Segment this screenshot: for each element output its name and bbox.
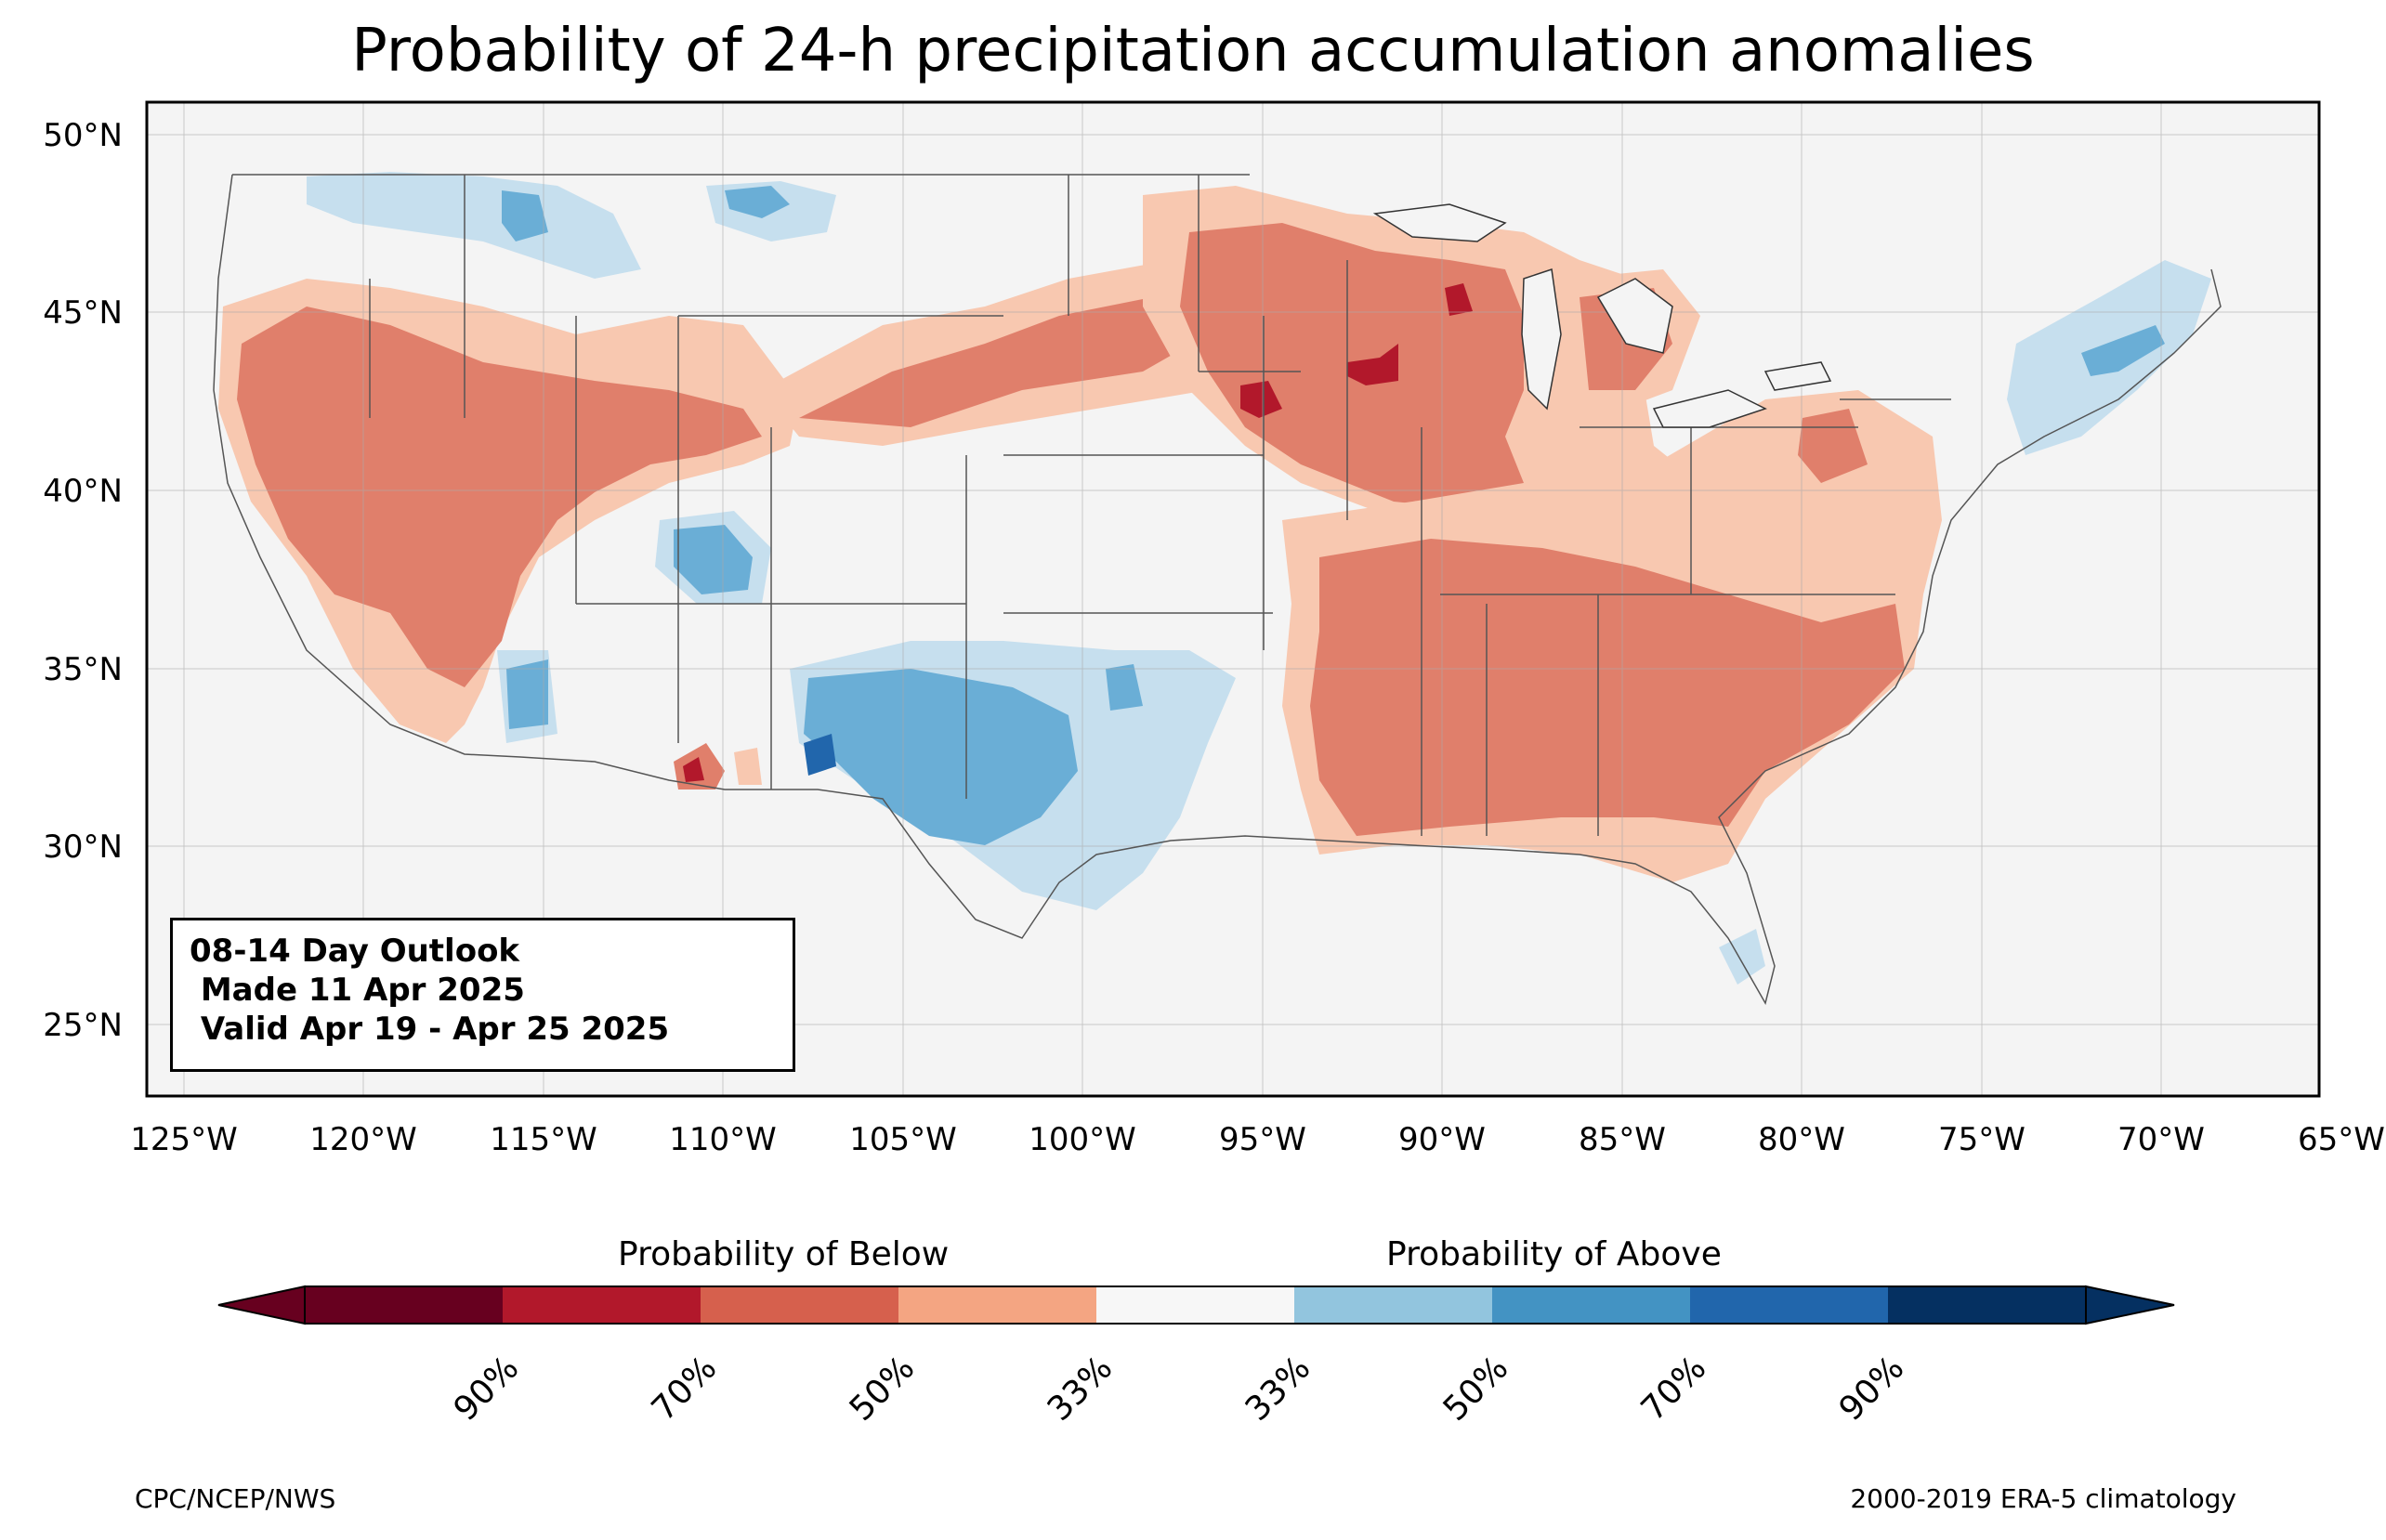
outlook-line-2: Made 11 Apr 2025 <box>190 972 525 1009</box>
lat-axis: 50°N 45°N 40°N 35°N 30°N 25°N <box>43 117 123 1044</box>
lat-label-50: 50°N <box>43 117 123 154</box>
outlook-line-1: 08-14 Day Outlook <box>190 933 520 970</box>
cb-tick-6: 70% <box>1634 1349 1714 1429</box>
wisconsin-below-70-area <box>1347 344 1398 385</box>
colorbar-below-title: Probability of Below <box>618 1235 950 1273</box>
lon-label-125: 125°W <box>130 1121 238 1158</box>
state-borders <box>213 174 2222 1005</box>
colorbar-ticks: 90% 70% 50% 33% 33% 50% 70% 90% <box>447 1349 1912 1429</box>
lat-label-35: 35°N <box>43 651 123 688</box>
colorbar-seg-7 <box>1690 1286 1888 1324</box>
footer-source: CPC/NCEP/NWS <box>135 1483 336 1514</box>
cb-tick-4: 33% <box>1239 1349 1318 1429</box>
anomaly-contours <box>218 172 2211 985</box>
colorbar-extend-left <box>217 1285 306 1325</box>
montana-above-50-area <box>725 186 790 218</box>
northeast-above-50-area <box>2081 325 2165 376</box>
cb-tick-1: 70% <box>645 1349 725 1429</box>
outlook-info-box: 08-14 Day Outlook Made 11 Apr 2025 Valid… <box>170 918 795 1072</box>
map-frame <box>145 100 2321 1098</box>
texas-above-50-area <box>804 669 1078 845</box>
oklahoma-above-50-area <box>1106 664 1143 711</box>
southeast-below-50-area <box>1310 539 1905 836</box>
lon-axis: 125°W 120°W 115°W 110°W 105°W 100°W 95°W… <box>130 1121 2385 1158</box>
utah-above-50-area <box>674 525 753 594</box>
colorbar-seg-5 <box>1294 1286 1492 1324</box>
lon-label-75: 75°W <box>1938 1121 2025 1158</box>
northwest-above-33-area <box>307 172 641 279</box>
west-below-50-area <box>237 307 762 687</box>
az-below-70-area <box>683 757 704 782</box>
lon-label-105: 105°W <box>849 1121 957 1158</box>
lon-label-120: 120°W <box>309 1121 417 1158</box>
colorbar-frame <box>304 1286 2087 1325</box>
lon-label-80: 80°W <box>1758 1121 1845 1158</box>
cb-tick-0: 90% <box>447 1349 527 1429</box>
colorbar: 90% 70% 50% 33% 33% 50% 70% 90% <box>217 1285 2175 1429</box>
colorbar-seg-4 <box>1096 1286 1294 1324</box>
colorbar-seg-6 <box>1492 1286 1690 1324</box>
lon-label-95: 95°W <box>1219 1121 1306 1158</box>
nevada-above-50-area <box>506 659 548 729</box>
texas-above-70-area <box>804 734 836 776</box>
colorbar-extend-right <box>2085 1285 2175 1325</box>
nm-below-33-area <box>734 748 762 785</box>
lon-label-110: 110°W <box>669 1121 777 1158</box>
lon-label-85: 85°W <box>1579 1121 1666 1158</box>
cb-tick-3: 33% <box>1041 1349 1121 1429</box>
lat-label-40: 40°N <box>43 473 123 510</box>
colorbar-seg-1 <box>503 1286 701 1324</box>
great-lakes <box>1372 203 1832 428</box>
cb-tick-2: 50% <box>843 1349 923 1429</box>
minn-below-70-area <box>1445 283 1473 316</box>
lat-label-45: 45°N <box>43 294 123 332</box>
plains-below-50-area <box>799 279 1208 427</box>
lon-label-100: 100°W <box>1029 1121 1136 1158</box>
cb-tick-5: 50% <box>1436 1349 1516 1429</box>
lat-label-25: 25°N <box>43 1007 123 1044</box>
lon-label-65: 65°W <box>2298 1121 2385 1158</box>
lon-label-70: 70°W <box>2117 1121 2205 1158</box>
colorbar-seg-8 <box>1888 1286 2086 1324</box>
cb-tick-7: 90% <box>1832 1349 1912 1429</box>
outlook-line-3: Valid Apr 19 - Apr 25 2025 <box>190 1011 670 1048</box>
colorbar-seg-2 <box>701 1286 898 1324</box>
lat-label-30: 30°N <box>43 829 123 866</box>
colorbar-seg-3 <box>898 1286 1096 1324</box>
lon-label-115: 115°W <box>490 1121 597 1158</box>
iowa-below-70-area <box>1240 381 1282 418</box>
lon-label-90: 90°W <box>1398 1121 1486 1158</box>
idaho-above-50-area <box>502 190 548 241</box>
colorbar-seg-0 <box>305 1286 503 1324</box>
colorbar-above-title: Probability of Above <box>1386 1235 1722 1273</box>
footer-climatology: 2000-2019 ERA-5 climatology <box>1850 1483 2236 1514</box>
chart-title: Probability of 24-h precipitation accumu… <box>351 17 2035 85</box>
